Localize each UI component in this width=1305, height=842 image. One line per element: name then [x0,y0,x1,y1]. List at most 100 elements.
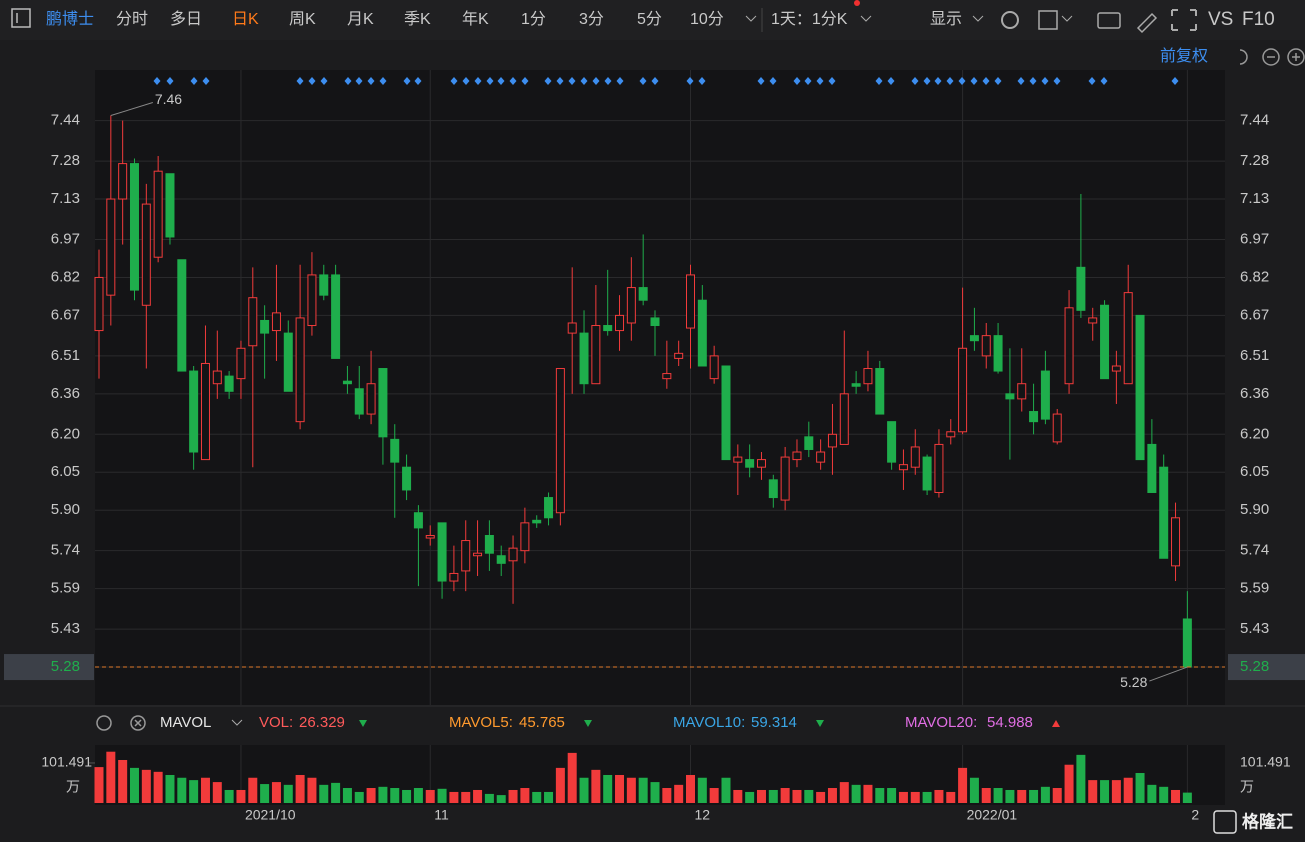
candle-body [1017,383,1027,400]
event-marker [1171,77,1179,85]
pen-icon[interactable] [1136,12,1158,34]
menu-icon[interactable] [11,8,31,28]
symbol[interactable]: 鹏博士 [46,10,94,28]
camera-icon[interactable] [1097,12,1121,29]
volume-bar [626,777,636,803]
tab[interactable]: 5分 [637,10,662,28]
y-tick-label: 7.44 [51,112,80,129]
event-marker [592,77,600,85]
candle-body [508,547,518,562]
volume-bar [1182,792,1192,803]
candle-body [733,456,743,463]
indicator-value: 26.329 [299,714,345,731]
indicator-title[interactable]: MAVOL [160,714,211,731]
candle-body [1123,292,1133,385]
volume-bar [591,769,601,803]
vs[interactable]: VS [1208,9,1233,30]
volume-bar [484,793,494,803]
volume-bar [792,789,802,803]
volume-bar [1111,780,1121,803]
event-marker [486,77,494,85]
tab[interactable]: 3分 [579,10,604,28]
event-marker [828,77,836,85]
volume-bar [496,795,506,803]
candle-body [816,451,826,463]
volume-bar [1029,789,1039,803]
f10[interactable]: F10 [1242,9,1275,30]
candle-body [271,312,281,332]
event-marker [923,77,931,85]
candle-body [1064,307,1074,385]
undo-icon[interactable] [1239,49,1248,65]
event-marker [344,77,352,85]
y-tick-label: 5.28 [51,658,80,675]
adjust[interactable]: 前复权 [1160,47,1208,65]
candle-body [378,368,388,438]
volume-bar [1076,754,1086,803]
zoom-in-icon[interactable] [1287,48,1305,66]
fullscreen-icon[interactable] [1171,9,1197,31]
tab[interactable]: 1分 [521,10,546,28]
tab[interactable]: 日K [232,11,259,28]
candle-body [969,335,979,342]
event-marker [474,77,482,85]
volume-bar [307,777,317,803]
candle-body [520,522,530,552]
volume-bar [461,791,471,803]
candle-body [780,456,790,501]
candle-body [342,380,352,385]
volume-bar [1005,789,1015,803]
candle-body [567,322,577,334]
candle-body [591,325,601,385]
y-tick-label-right: 7.13 [1240,190,1269,207]
tab[interactable]: 分时 [116,10,148,28]
tab[interactable]: 多日 [170,10,202,28]
volume-bar [898,791,908,803]
indicator-name: MAVOL20: [905,714,977,731]
candle-body [697,299,707,367]
volume-bar [662,788,672,803]
volume-bar [212,782,222,803]
display[interactable]: 显示 [930,11,962,28]
tab[interactable]: 周K [289,11,316,28]
candle-body [1182,618,1192,668]
settings-icon[interactable] [1001,11,1019,29]
candle-body [544,497,554,519]
volume-bar [756,789,766,803]
event-marker [580,77,588,85]
box-icon[interactable] [1038,10,1058,30]
event-marker [1029,77,1037,85]
volume-bar [969,777,979,803]
x-tick-label: 2 [1191,807,1199,823]
tab[interactable]: 10分 [690,10,724,28]
tab[interactable]: 季K [404,10,431,28]
y-tick-label: 5.74 [51,542,80,559]
volume-bar [200,777,210,803]
candle-body [839,393,849,445]
ind-close-icon[interactable] [130,715,146,731]
period[interactable]: 1天：1分K [771,10,848,28]
volume-bar [473,789,483,803]
event-marker [450,77,458,85]
candle-body [981,335,991,357]
volume-bar [224,789,234,803]
candle-body [189,370,199,453]
price-plot [95,70,1225,705]
y-tick-label: 7.13 [51,190,80,207]
candle-body [390,438,400,463]
volume-bar [366,788,376,803]
volume-bar [248,777,258,803]
tab[interactable]: 年K [462,10,489,28]
candle-body [686,274,695,329]
volume-bar [295,774,305,803]
event-marker [1017,77,1025,85]
candle-body [307,274,317,327]
volume-bar [532,791,542,803]
ind-settings-icon[interactable] [96,715,112,731]
candle-body [473,552,483,557]
tab[interactable]: 月K [347,11,374,28]
volume-bar [544,791,554,803]
volume-bar [319,784,329,803]
zoom-out-icon[interactable] [1262,48,1280,66]
